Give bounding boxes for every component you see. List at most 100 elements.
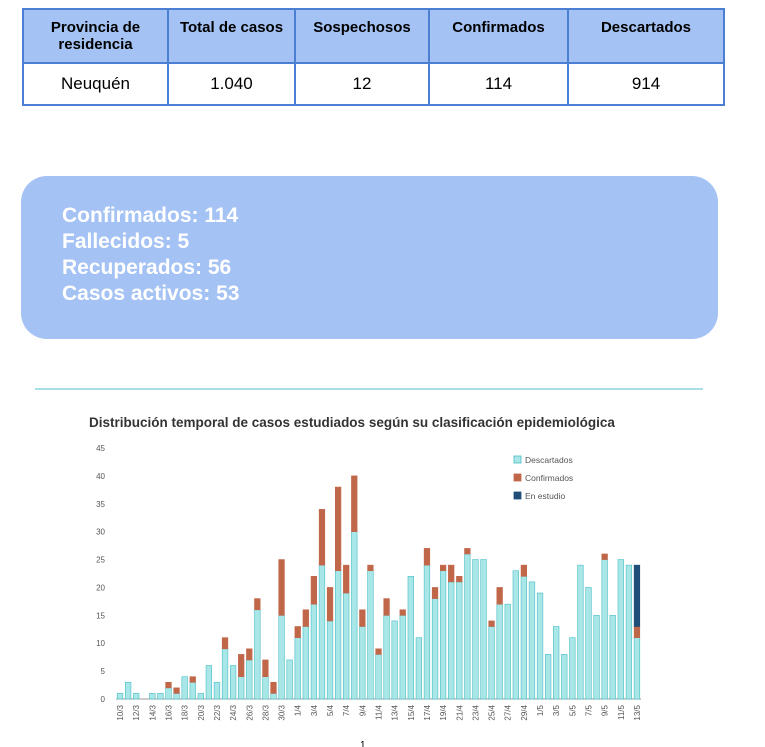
bar-descartados <box>351 531 358 700</box>
bar-descartados <box>213 681 221 700</box>
y-tick-label: 35 <box>96 500 105 509</box>
epidemiological-chart: Distribución temporal de casos estudiado… <box>89 415 642 747</box>
x-tick-label: 22/3 <box>213 704 222 720</box>
bar-descartados <box>383 615 390 700</box>
bar-confirmados <box>351 475 358 532</box>
cell-total: 1.040 <box>167 62 296 106</box>
bar-descartados <box>270 693 277 700</box>
bar-descartados <box>528 581 536 700</box>
bar-confirmados <box>456 575 463 583</box>
cases-table: Provincia de residencia Total de casos S… <box>22 8 725 106</box>
bar-en-estudio <box>633 564 641 627</box>
page-number: 1 <box>360 740 366 747</box>
bar-descartados <box>423 564 431 700</box>
bar-descartados <box>593 615 600 700</box>
table-row: Neuquén 1.040 12 114 914 <box>22 62 725 106</box>
x-tick-label: 20/3 <box>197 704 206 720</box>
chart-title: Distribución temporal de casos estudiado… <box>89 415 615 430</box>
bar-confirmados <box>246 648 253 661</box>
cell-confirmados: 114 <box>428 62 569 106</box>
x-tick-label: 18/3 <box>181 704 190 720</box>
bar-confirmados <box>464 548 471 555</box>
bar-descartados <box>504 603 511 700</box>
bar-descartados <box>625 564 633 700</box>
bar-confirmados <box>431 587 439 599</box>
x-tick-label: 19/4 <box>439 704 448 720</box>
summary-fallecidos: Fallecidos: 5 <box>62 230 190 253</box>
summary-confirmados: Confirmados: 114 <box>62 204 239 227</box>
x-tick-label: 30/3 <box>278 704 287 720</box>
x-tick-label: 13/5 <box>633 704 642 720</box>
bar-descartados <box>262 676 269 700</box>
bar-confirmados <box>383 598 390 616</box>
x-tick-label: 3/4 <box>310 704 319 716</box>
bar-descartados <box>229 665 237 700</box>
legend-label: Confirmados <box>525 473 573 483</box>
bar-descartados <box>391 620 398 700</box>
bar-confirmados <box>448 564 455 583</box>
bar-descartados <box>553 626 560 700</box>
bar-confirmados <box>262 659 269 677</box>
header-total: Total de casos <box>167 8 296 64</box>
bar-confirmados <box>318 509 326 566</box>
header-sospechosos: Sospechosos <box>294 8 430 64</box>
bar-confirmados <box>488 620 495 627</box>
bar-descartados <box>310 603 318 700</box>
bar-descartados <box>601 559 608 700</box>
bar-descartados <box>512 570 519 700</box>
y-tick-label: 30 <box>96 528 105 537</box>
bar-descartados <box>246 659 253 700</box>
x-tick-label: 16/3 <box>165 704 174 720</box>
y-tick-label: 20 <box>96 583 105 592</box>
x-tick-label: 25/4 <box>488 704 497 720</box>
bar-descartados <box>536 592 544 700</box>
bar-descartados <box>254 609 261 700</box>
bar-confirmados <box>439 564 447 572</box>
bar-descartados <box>617 559 624 700</box>
legend-swatch <box>513 491 522 500</box>
bar-descartados <box>561 654 568 700</box>
bar-confirmados <box>367 564 374 572</box>
bar-confirmados <box>302 609 309 627</box>
x-tick-label: 23/4 <box>471 704 480 720</box>
y-tick-label: 10 <box>96 639 105 648</box>
bar-descartados <box>415 637 423 700</box>
summary-recuperados: Recuperados: 56 <box>62 256 232 279</box>
x-tick-label: 5/5 <box>568 704 577 716</box>
bar-descartados <box>577 564 584 700</box>
bar-confirmados <box>423 548 431 566</box>
x-tick-label: 17/4 <box>423 704 432 720</box>
bar-descartados <box>326 620 334 700</box>
bar-confirmados <box>189 676 196 683</box>
bar-confirmados <box>496 587 503 605</box>
bar-descartados <box>472 559 479 700</box>
bar-confirmados <box>173 687 180 694</box>
x-tick-label: 15/4 <box>407 704 416 720</box>
y-tick-label: 25 <box>96 556 105 565</box>
legend-label: En estudio <box>525 491 565 501</box>
x-tick-label: 12/3 <box>132 704 141 720</box>
header-confirmados: Confirmados <box>428 8 569 64</box>
x-tick-label: 7/5 <box>585 704 594 716</box>
x-tick-label: 26/3 <box>245 704 254 720</box>
bar-descartados <box>343 592 350 700</box>
x-tick-label: 10/3 <box>116 704 125 720</box>
bar-confirmados <box>359 609 366 627</box>
header-provincia: Provincia de residencia <box>22 8 169 64</box>
y-tick-label: 15 <box>96 611 105 620</box>
bar-confirmados <box>278 559 285 616</box>
x-tick-label: 1/5 <box>536 704 545 716</box>
header-descartados: Descartados <box>567 8 725 64</box>
bar-descartados <box>197 693 204 700</box>
bar-descartados <box>238 676 245 700</box>
bar-confirmados <box>238 654 245 677</box>
legend-label: Descartados <box>525 455 573 465</box>
bar-descartados <box>633 637 641 700</box>
x-tick-label: 9/4 <box>358 704 367 716</box>
x-tick-label: 5/4 <box>326 704 335 716</box>
bar-confirmados <box>165 681 172 689</box>
bar-confirmados <box>270 681 277 694</box>
bar-descartados <box>375 654 382 700</box>
bar-confirmados <box>375 648 382 655</box>
bar-descartados <box>399 615 406 700</box>
